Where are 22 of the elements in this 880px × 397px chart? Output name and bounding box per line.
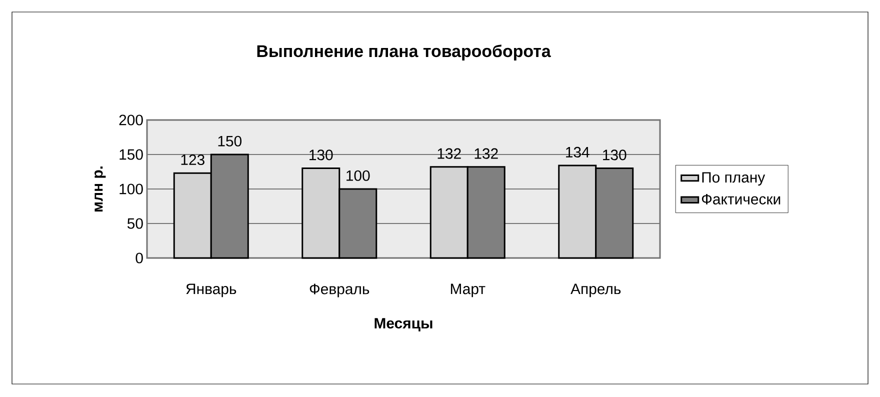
data-label: 150 [218, 136, 242, 146]
y-axis-title: млн р. [94, 166, 106, 212]
legend-label: Фактически [702, 194, 780, 204]
x-tick-label: Март [450, 284, 486, 298]
y-tick-label: 100 [120, 184, 143, 194]
x-tick-label: Апрель [570, 284, 621, 298]
x-tick-label: Февраль [310, 284, 370, 298]
x-axis-title: Месяцы [374, 318, 432, 332]
data-label: 100 [346, 170, 370, 181]
data-label: 132 [438, 148, 461, 159]
data-label: 123 [181, 154, 204, 166]
y-tick-label: 200 [119, 114, 143, 126]
y-tick-label: 0 [136, 252, 143, 264]
x-tick-label: Январь [186, 284, 236, 298]
data-label: 130 [310, 150, 333, 160]
data-label: 134 [566, 146, 590, 158]
y-tick-label: 150 [120, 149, 143, 160]
y-tick-label: 50 [127, 218, 143, 229]
chart-title: Выполнение плана товарооборота [257, 44, 551, 61]
data-label: 132 [474, 148, 498, 159]
legend-label: По плану [702, 172, 766, 186]
data-label: 130 [603, 150, 626, 160]
